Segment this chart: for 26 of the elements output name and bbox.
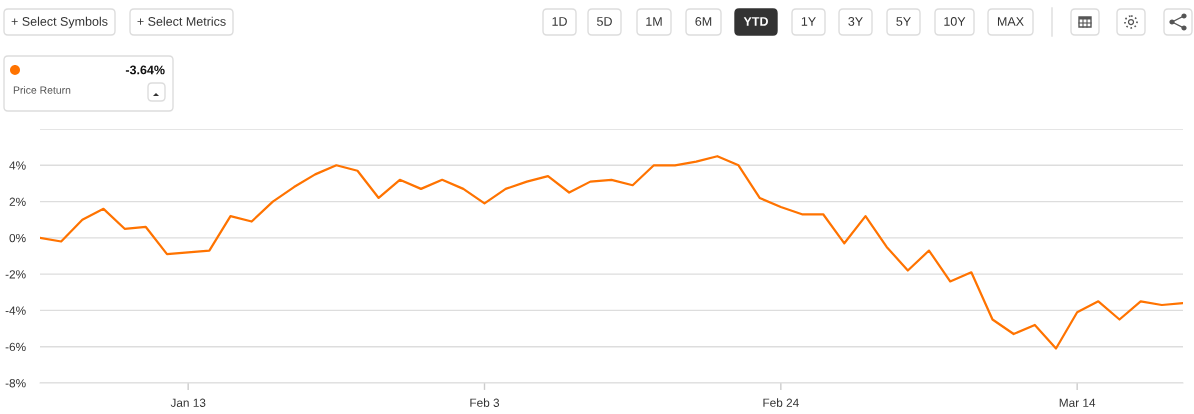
- y-tick-label: -8%: [5, 379, 26, 388]
- text: + Select Symbols: [11, 16, 108, 29]
- text: 10Y: [944, 17, 966, 26]
- text: 1M: [646, 17, 662, 26]
- text: Price Return: [13, 86, 71, 94]
- text: 1D: [552, 17, 567, 26]
- x-tick-label: Feb 24: [763, 398, 799, 407]
- text: 5D: [597, 17, 612, 26]
- y-tick-label: 2%: [9, 197, 26, 206]
- text: 1Y: [801, 17, 816, 26]
- text: YTD: [743, 17, 768, 26]
- y-tick-label: 0%: [9, 233, 26, 243]
- y-tick-label: -4%: [5, 306, 26, 315]
- y-tick-label: -2%: [5, 270, 26, 279]
- x-tick-label: Jan 13: [170, 398, 206, 407]
- text: + Select Metrics: [137, 16, 226, 26]
- text: 6M: [695, 17, 712, 26]
- text: 3Y: [848, 17, 863, 26]
- line-series: [40, 155, 1183, 350]
- text: -3.64%: [125, 65, 165, 75]
- y-tick-label: 4%: [9, 161, 26, 170]
- y-tick-label: -6%: [5, 342, 26, 352]
- x-tick-label: Feb 3: [470, 398, 500, 407]
- x-tick-label: Mar 14: [1059, 398, 1096, 407]
- text: 5Y: [896, 17, 911, 26]
- text: MAX: [997, 17, 1024, 26]
